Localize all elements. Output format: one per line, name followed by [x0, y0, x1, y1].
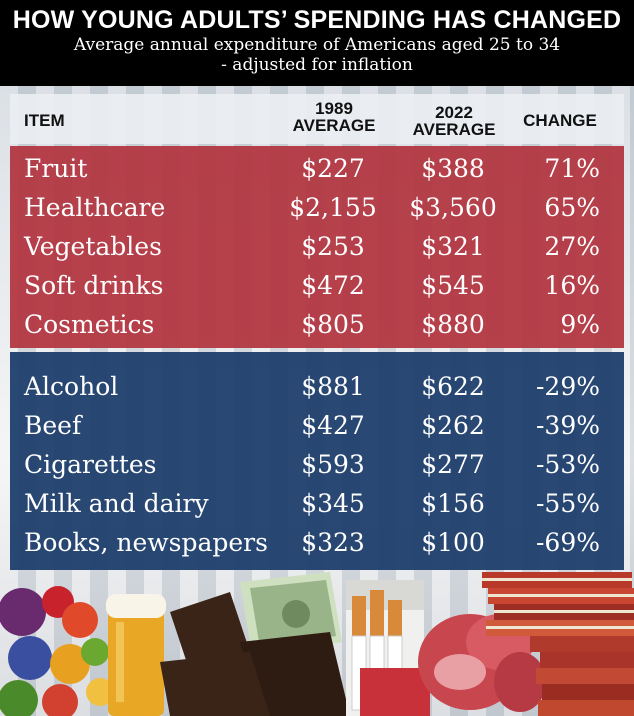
- photo-collage: [0, 572, 634, 716]
- col-2022-year: 2022: [435, 103, 473, 122]
- col-2022-label: AVERAGE: [412, 120, 496, 139]
- cash-in-hands-icon: [160, 572, 350, 716]
- col-change-header: CHANGE: [523, 111, 597, 130]
- table-row: Alcohol $881 $622 -29%: [10, 368, 624, 406]
- raw-beef-icon: [418, 614, 546, 712]
- table-row: Milk and dairy $345 $156 -55%: [10, 485, 624, 523]
- row-item: Soft drinks: [24, 271, 164, 300]
- table-row: Soft drinks $472 $545 16%: [10, 267, 624, 305]
- table-row: Fruit $227 $388 71%: [10, 150, 624, 188]
- row-2022: $262: [421, 411, 485, 440]
- row-change: 71%: [544, 154, 600, 183]
- table-row: Beef $427 $262 -39%: [10, 407, 624, 445]
- row-2022: $880: [421, 310, 485, 339]
- row-item: Healthcare: [24, 193, 166, 222]
- row-change: -53%: [535, 450, 600, 479]
- col-1989-header: 1989 AVERAGE: [280, 100, 388, 134]
- row-1989: $593: [301, 450, 365, 479]
- row-item: Vegetables: [24, 232, 162, 261]
- table-row: Cosmetics $805 $880 9%: [10, 306, 624, 344]
- col-1989-label: AVERAGE: [292, 116, 376, 135]
- row-item: Alcohol: [24, 372, 119, 401]
- table-header: ITEM 1989 AVERAGE 2022 AVERAGE CHANGE: [10, 94, 624, 144]
- row-1989: $472: [301, 271, 365, 300]
- row-item: Cigarettes: [24, 450, 157, 479]
- row-1989: $227: [301, 154, 365, 183]
- row-2022: $277: [421, 450, 485, 479]
- row-2022: $545: [421, 271, 485, 300]
- page-header: HOW YOUNG ADULTS’ SPENDING HAS CHANGED A…: [0, 0, 634, 86]
- row-change: -29%: [535, 372, 600, 401]
- beer-glass-icon: [106, 594, 166, 716]
- table-row: Cigarettes $593 $277 -53%: [10, 446, 624, 484]
- row-1989: $881: [301, 372, 365, 401]
- col-item-header: ITEM: [24, 111, 65, 130]
- row-item: Beef: [24, 411, 82, 440]
- row-2022: $156: [421, 489, 485, 518]
- decrease-section: Alcohol $881 $622 -29% Beef $427 $262 -3…: [10, 352, 624, 570]
- page-subtitle-line2: - adjusted for inflation: [221, 55, 413, 75]
- table-row: Books, newspapers $323 $100 -69%: [10, 524, 624, 562]
- stacked-books-icon: [482, 572, 634, 716]
- row-1989: $345: [301, 489, 365, 518]
- table-row: Vegetables $253 $321 27%: [10, 228, 624, 266]
- row-change: -39%: [535, 411, 600, 440]
- row-change: -55%: [535, 489, 600, 518]
- row-item: Fruit: [24, 154, 88, 183]
- row-change: 65%: [544, 193, 600, 222]
- row-item: Milk and dairy: [24, 489, 209, 518]
- row-change: -69%: [535, 528, 600, 557]
- row-change: 27%: [544, 232, 600, 261]
- row-item: Cosmetics: [24, 310, 155, 339]
- increase-section: Fruit $227 $388 71% Healthcare $2,155 $3…: [10, 146, 624, 348]
- row-1989: $2,155: [289, 193, 377, 222]
- fruit-and-vegetables-icon: [0, 586, 114, 716]
- row-2022: $321: [421, 232, 485, 261]
- cigarettes-icon: [346, 580, 430, 716]
- page-subtitle-line1: Average annual expenditure of Americans …: [73, 35, 561, 55]
- row-item: Books, newspapers: [24, 528, 268, 557]
- row-change: 16%: [544, 271, 600, 300]
- row-2022: $622: [421, 372, 485, 401]
- row-2022: $3,560: [409, 193, 497, 222]
- row-2022: $388: [421, 154, 485, 183]
- col-1989-year: 1989: [315, 99, 353, 118]
- row-1989: $805: [301, 310, 365, 339]
- table-row: Healthcare $2,155 $3,560 65%: [10, 189, 624, 227]
- row-1989: $427: [301, 411, 365, 440]
- row-1989: $323: [301, 528, 365, 557]
- row-2022: $100: [421, 528, 485, 557]
- row-change: 9%: [560, 310, 600, 339]
- page-title: HOW YOUNG ADULTS’ SPENDING HAS CHANGED: [12, 6, 622, 34]
- row-1989: $253: [301, 232, 365, 261]
- col-2022-header: 2022 AVERAGE: [400, 104, 508, 138]
